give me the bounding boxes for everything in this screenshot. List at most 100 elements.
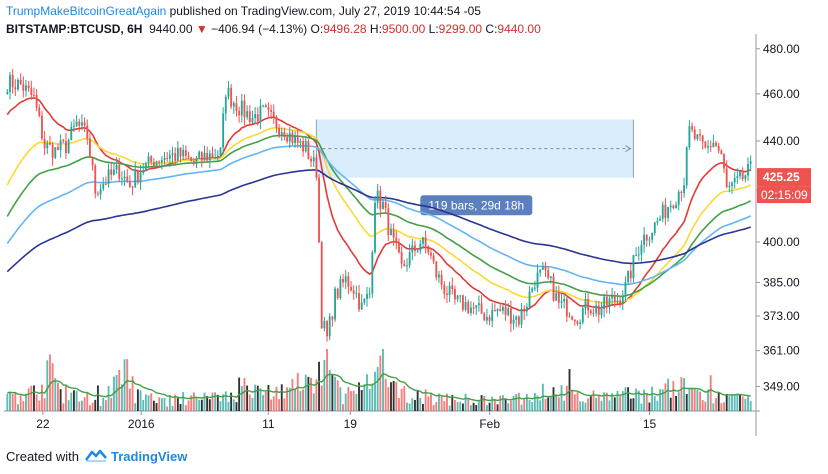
candle-body bbox=[685, 147, 688, 186]
candle-body bbox=[83, 122, 86, 126]
measure-tool[interactable]: 119 bars, 29d 18h bbox=[315, 119, 634, 216]
time-tick-label: 2016 bbox=[128, 417, 155, 431]
candle-body bbox=[395, 237, 398, 244]
volume-bar bbox=[104, 400, 107, 411]
volume-bar bbox=[621, 391, 624, 411]
tradingview-brand[interactable]: TradingView bbox=[110, 449, 188, 464]
volume-moving-average bbox=[7, 373, 751, 402]
candle-body bbox=[731, 182, 733, 187]
candle-body bbox=[150, 156, 153, 163]
candle-body bbox=[187, 155, 190, 158]
volume-bar bbox=[254, 384, 257, 411]
volume-bar bbox=[392, 380, 395, 411]
candle-body bbox=[206, 153, 209, 161]
volume-bar bbox=[440, 396, 443, 411]
volume-bar bbox=[208, 399, 211, 411]
volume-bar bbox=[453, 399, 456, 411]
volume-bar bbox=[211, 392, 214, 411]
candle-body bbox=[307, 140, 310, 159]
candle-body bbox=[256, 114, 259, 122]
time-tick-label: 15 bbox=[643, 417, 657, 431]
volume-bar bbox=[131, 376, 134, 411]
volume-bar bbox=[120, 384, 123, 411]
volume-bar bbox=[744, 398, 747, 411]
candle-body bbox=[136, 169, 139, 183]
candle-body bbox=[501, 306, 504, 311]
author-link[interactable]: TrumpMakeBitcoinGreatAgain bbox=[6, 4, 167, 18]
volume-bar bbox=[336, 380, 339, 411]
candle-body bbox=[280, 132, 283, 135]
volume-bar bbox=[65, 385, 67, 411]
candle-body bbox=[715, 142, 717, 146]
time-axis[interactable]: 22 2016 11 19 Feb 15 bbox=[36, 411, 657, 431]
candle-body bbox=[171, 153, 174, 155]
volume-bar bbox=[102, 397, 105, 411]
candle-body bbox=[160, 160, 163, 163]
candle-body bbox=[184, 150, 187, 156]
candle-body bbox=[22, 84, 25, 91]
candle-body bbox=[230, 87, 233, 107]
candle-body bbox=[371, 252, 374, 294]
volume-bar bbox=[398, 398, 400, 411]
volume-bar bbox=[584, 402, 587, 411]
volume-bar bbox=[475, 405, 478, 411]
moving-average-line bbox=[6, 127, 752, 304]
candle-body bbox=[691, 126, 693, 130]
candle-body bbox=[49, 143, 51, 145]
candle-body bbox=[621, 296, 624, 304]
candle-body bbox=[272, 111, 275, 117]
candle-body bbox=[675, 204, 678, 209]
volume-bar bbox=[704, 401, 707, 411]
price-axis[interactable]: 480.00460.00440.00420.00400.00385.00373.… bbox=[756, 42, 800, 394]
volume-bar bbox=[307, 376, 310, 411]
volume-bar bbox=[547, 397, 550, 411]
created-with-text: Created with bbox=[6, 449, 79, 464]
candle-body bbox=[286, 137, 289, 142]
volume-bar bbox=[749, 400, 752, 411]
candle-body bbox=[430, 252, 432, 256]
candle-body bbox=[557, 293, 560, 303]
candle-body bbox=[387, 208, 390, 236]
candle-body bbox=[75, 121, 78, 127]
volume-bar bbox=[579, 401, 582, 411]
volume-bar bbox=[496, 404, 499, 411]
candle-body bbox=[144, 163, 147, 172]
volume-bar bbox=[57, 382, 59, 411]
volume-bar bbox=[504, 398, 507, 411]
volume-bar bbox=[128, 388, 131, 411]
candle-body bbox=[624, 282, 627, 297]
candle-body bbox=[667, 207, 670, 218]
candle-body bbox=[744, 175, 747, 179]
candle-body bbox=[203, 153, 206, 161]
candle-body bbox=[539, 269, 542, 273]
candle-body bbox=[326, 320, 328, 337]
candle-body bbox=[571, 316, 574, 320]
candle-body bbox=[35, 94, 38, 108]
volume-bar bbox=[728, 396, 731, 411]
volume-bar bbox=[696, 389, 699, 411]
volume-bar bbox=[635, 388, 638, 411]
volume-bar bbox=[14, 392, 17, 411]
volume-bar bbox=[525, 394, 528, 411]
candle-body bbox=[619, 300, 622, 304]
candle-body bbox=[88, 138, 91, 158]
volume-bar bbox=[424, 389, 427, 411]
candle-body bbox=[299, 141, 302, 143]
candle-body bbox=[581, 308, 584, 323]
volume-bar bbox=[619, 396, 622, 411]
volume-bar bbox=[395, 381, 398, 411]
volume-bar bbox=[669, 397, 672, 411]
candle-body bbox=[512, 319, 515, 324]
candle-body bbox=[315, 157, 318, 178]
volume-bar bbox=[331, 375, 334, 411]
candle-body bbox=[656, 220, 659, 223]
candle-body bbox=[232, 103, 235, 107]
candle-body bbox=[683, 185, 685, 194]
candle-body bbox=[597, 305, 600, 316]
volume-bar bbox=[427, 396, 430, 411]
open-label: O: bbox=[310, 22, 324, 36]
volume-bar bbox=[219, 401, 222, 411]
volume-bar bbox=[17, 404, 19, 411]
candle-body bbox=[336, 288, 339, 299]
